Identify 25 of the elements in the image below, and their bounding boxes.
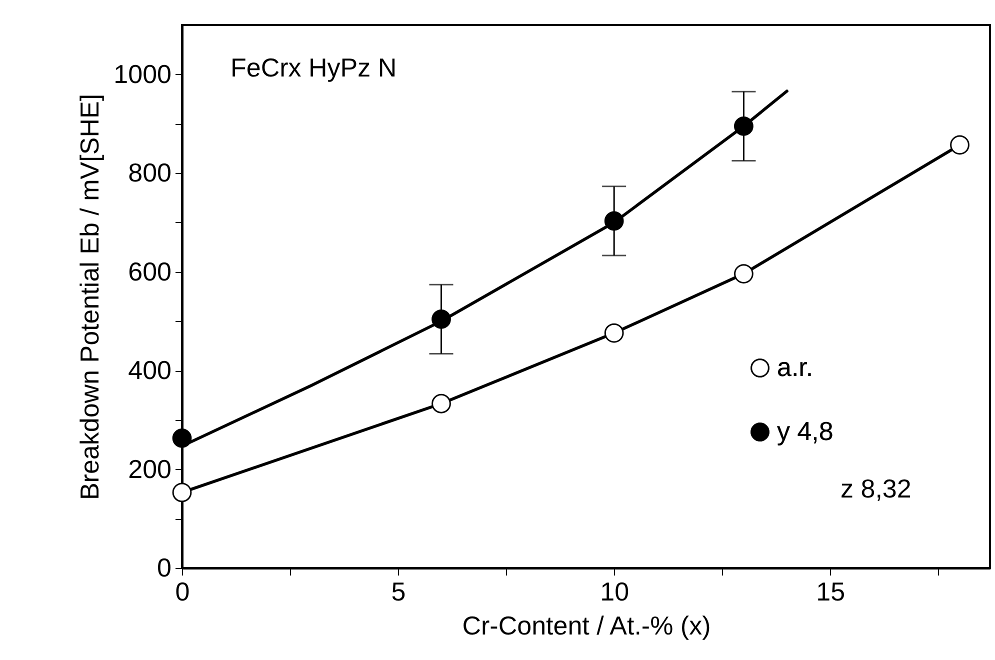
y-tick-label: 600 — [128, 256, 172, 286]
x-axis-title: Cr-Content / At.-% (x) — [462, 610, 711, 640]
legend-label: a.r. — [777, 352, 814, 382]
x-tick-label: 0 — [175, 576, 190, 606]
annotation: z 8,32 — [840, 473, 912, 504]
point — [172, 428, 192, 448]
annotation: FeCrx HyPz N — [230, 52, 397, 82]
point — [172, 482, 192, 502]
point — [432, 310, 451, 329]
point — [432, 394, 451, 414]
point — [950, 135, 970, 155]
point — [604, 211, 624, 231]
y-tick-label: 400 — [128, 355, 172, 386]
x-tick-label: 15 — [816, 576, 846, 606]
x-tick-label: 5 — [391, 576, 406, 606]
point — [604, 323, 624, 343]
y-tick-label: 800 — [128, 158, 172, 188]
x-tick-label: 10 — [600, 576, 630, 606]
point — [734, 116, 754, 136]
y-tick-label: 200 — [128, 454, 172, 484]
y-tick-label: 1000 — [114, 58, 172, 89]
y-tick-label: 0 — [157, 552, 172, 582]
point — [734, 264, 754, 284]
y-axis-title: Breakdown Potential Eb / mV[SHE] — [74, 94, 105, 500]
legend-label: y 4,8 — [777, 416, 834, 446]
